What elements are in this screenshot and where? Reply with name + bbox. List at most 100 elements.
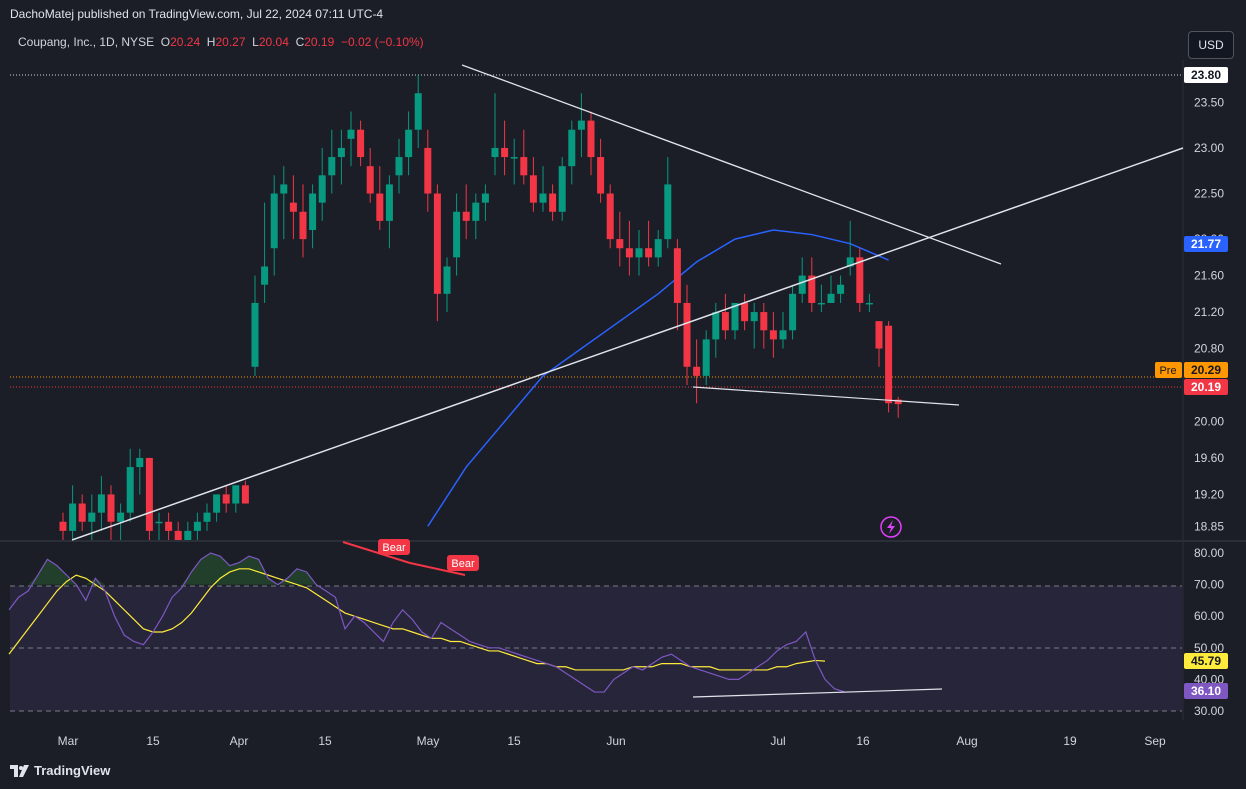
symbol-label[interactable]: Coupang, Inc., 1D, NYSE: [18, 35, 155, 49]
candle-body[interactable]: [894, 399, 902, 405]
candle-body[interactable]: [117, 512, 125, 522]
candle-body[interactable]: [673, 248, 681, 303]
candle-body[interactable]: [462, 211, 470, 221]
candle-body[interactable]: [731, 302, 739, 331]
candle-body[interactable]: [213, 494, 221, 513]
candle-body[interactable]: [712, 312, 720, 340]
candle-body[interactable]: [558, 166, 566, 212]
candle-body[interactable]: [520, 157, 528, 176]
candle-body[interactable]: [481, 193, 489, 203]
candle-body[interactable]: [885, 325, 893, 404]
candle-body[interactable]: [798, 275, 806, 294]
candle-body[interactable]: [347, 129, 355, 139]
candle-body[interactable]: [549, 193, 557, 212]
candle-body[interactable]: [453, 211, 461, 258]
currency-button[interactable]: USD: [1188, 31, 1234, 59]
candle-body[interactable]: [865, 302, 873, 305]
tradingview-brand[interactable]: TradingView: [10, 763, 110, 778]
candle-body[interactable]: [145, 457, 153, 531]
candle-body[interactable]: [165, 521, 173, 531]
candle-body[interactable]: [529, 175, 537, 203]
candle-body[interactable]: [606, 193, 614, 240]
moving-average-line[interactable]: [427, 229, 889, 527]
candle-body[interactable]: [568, 129, 576, 167]
rsi-line[interactable]: [8, 552, 845, 693]
rsi-support-trendline[interactable]: [692, 688, 943, 698]
candle-body[interactable]: [664, 184, 672, 240]
candle-body[interactable]: [654, 239, 662, 258]
candle-body[interactable]: [136, 457, 144, 468]
candle-body[interactable]: [107, 494, 115, 522]
candle-body[interactable]: [59, 521, 67, 531]
candle-body[interactable]: [433, 193, 441, 294]
candle-body[interactable]: [424, 147, 432, 194]
candle-body[interactable]: [539, 193, 547, 203]
candle-body[interactable]: [510, 157, 518, 159]
candle-body[interactable]: [846, 257, 854, 267]
candle-body[interactable]: [808, 275, 816, 303]
candle-body[interactable]: [779, 330, 787, 340]
candle-body[interactable]: [625, 248, 633, 258]
candle-body[interactable]: [357, 129, 365, 158]
candle-body[interactable]: [645, 248, 653, 258]
candle-body[interactable]: [337, 147, 345, 158]
candle-body[interactable]: [760, 312, 768, 331]
candle-body[interactable]: [78, 503, 86, 522]
candle-body[interactable]: [376, 193, 384, 221]
candle-body[interactable]: [126, 467, 134, 513]
candle-body[interactable]: [97, 494, 105, 513]
candle-body[interactable]: [443, 266, 451, 294]
candle-body[interactable]: [203, 512, 211, 522]
time-axis[interactable]: Mar 15 Apr 15 May 15 Jun Jul 16 Aug 19 Sep: [58, 734, 1166, 748]
candle-body[interactable]: [385, 184, 393, 221]
candle-body[interactable]: [328, 157, 336, 176]
candle-body[interactable]: [184, 530, 192, 540]
ascending-trendline[interactable]: [71, 147, 1184, 541]
candle-body[interactable]: [309, 193, 317, 230]
candle-body[interactable]: [635, 248, 643, 258]
candle-body[interactable]: [721, 312, 729, 331]
candle-body[interactable]: [587, 120, 595, 158]
candle-body[interactable]: [261, 266, 269, 285]
candle-body[interactable]: [875, 321, 883, 349]
candle-body[interactable]: [616, 239, 624, 249]
candle-body[interactable]: [405, 129, 413, 158]
candle-body[interactable]: [366, 166, 374, 194]
candle-body[interactable]: [769, 330, 777, 340]
candle-body[interactable]: [232, 485, 240, 504]
candle-body[interactable]: [683, 302, 691, 367]
candle-body[interactable]: [241, 485, 249, 504]
rsi-axis[interactable]: 80.00 70.00 60.00 50.00 40.00 30.00 45.79 36.10: [1184, 546, 1228, 718]
candle-body[interactable]: [491, 147, 499, 158]
candle-body[interactable]: [577, 120, 585, 130]
candle-body[interactable]: [817, 302, 825, 305]
candle-body[interactable]: [222, 494, 230, 504]
candle-body[interactable]: [251, 302, 259, 367]
support-trendline[interactable]: [692, 386, 960, 406]
candle-body[interactable]: [472, 202, 480, 221]
candle-body[interactable]: [318, 175, 326, 203]
candle-body[interactable]: [289, 202, 297, 212]
candle-body[interactable]: [789, 293, 797, 331]
candle-body[interactable]: [174, 530, 182, 540]
price-axis[interactable]: 23.5023.0022.5022.0021.6021.2020.8020.40…: [1155, 67, 1228, 533]
candle-body[interactable]: [299, 211, 307, 240]
candle-body[interactable]: [280, 184, 288, 194]
candle-body[interactable]: [837, 284, 845, 294]
lightning-icon[interactable]: [880, 516, 902, 538]
candle-body[interactable]: [856, 257, 864, 303]
candle-body[interactable]: [414, 93, 422, 130]
candle-body[interactable]: [750, 312, 758, 322]
candle-body[interactable]: [741, 302, 749, 322]
descending-trendline[interactable]: [461, 64, 1002, 265]
candle-body[interactable]: [501, 147, 509, 158]
candle-body[interactable]: [702, 339, 710, 376]
candle-body[interactable]: [88, 512, 96, 522]
candle-body[interactable]: [597, 157, 605, 194]
candle-body[interactable]: [69, 503, 77, 531]
candle-body[interactable]: [395, 157, 403, 176]
candle-body[interactable]: [193, 521, 201, 531]
candle-body[interactable]: [827, 293, 835, 303]
candle-body[interactable]: [693, 366, 701, 376]
